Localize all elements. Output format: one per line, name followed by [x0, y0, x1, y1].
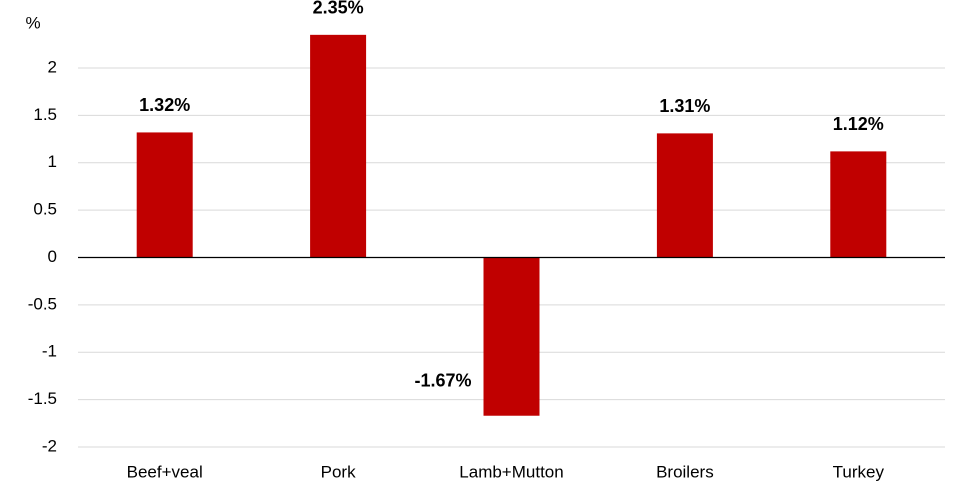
value-label: 1.31%: [659, 96, 710, 116]
y-tick-label: -0.5: [28, 294, 57, 313]
bar: [136, 132, 193, 258]
y-tick-label: 0.5: [33, 200, 57, 219]
y-axis-label: %: [25, 13, 40, 32]
x-tick-label: Lamb+Mutton: [459, 462, 563, 481]
y-tick-label: 2: [48, 57, 57, 76]
y-tick-label: 1.5: [33, 105, 57, 124]
y-tick-label: 0: [48, 247, 57, 266]
x-tick-label: Turkey: [833, 462, 885, 481]
x-tick-label: Broilers: [656, 462, 714, 481]
bar: [656, 133, 713, 258]
bar: [310, 34, 367, 258]
value-label: 2.35%: [313, 0, 364, 18]
value-label: 1.12%: [833, 114, 884, 134]
bar: [830, 151, 887, 258]
y-tick-label: -1.5: [28, 389, 57, 408]
x-tick-label: Beef+veal: [127, 462, 203, 481]
value-label: -1.67%: [414, 370, 471, 390]
y-tick-label: -1: [42, 342, 57, 361]
bar: [483, 257, 540, 416]
y-tick-label: -2: [42, 436, 57, 455]
value-label: 1.32%: [139, 95, 190, 115]
y-tick-label: 1: [48, 152, 57, 171]
x-tick-label: Pork: [321, 462, 356, 481]
